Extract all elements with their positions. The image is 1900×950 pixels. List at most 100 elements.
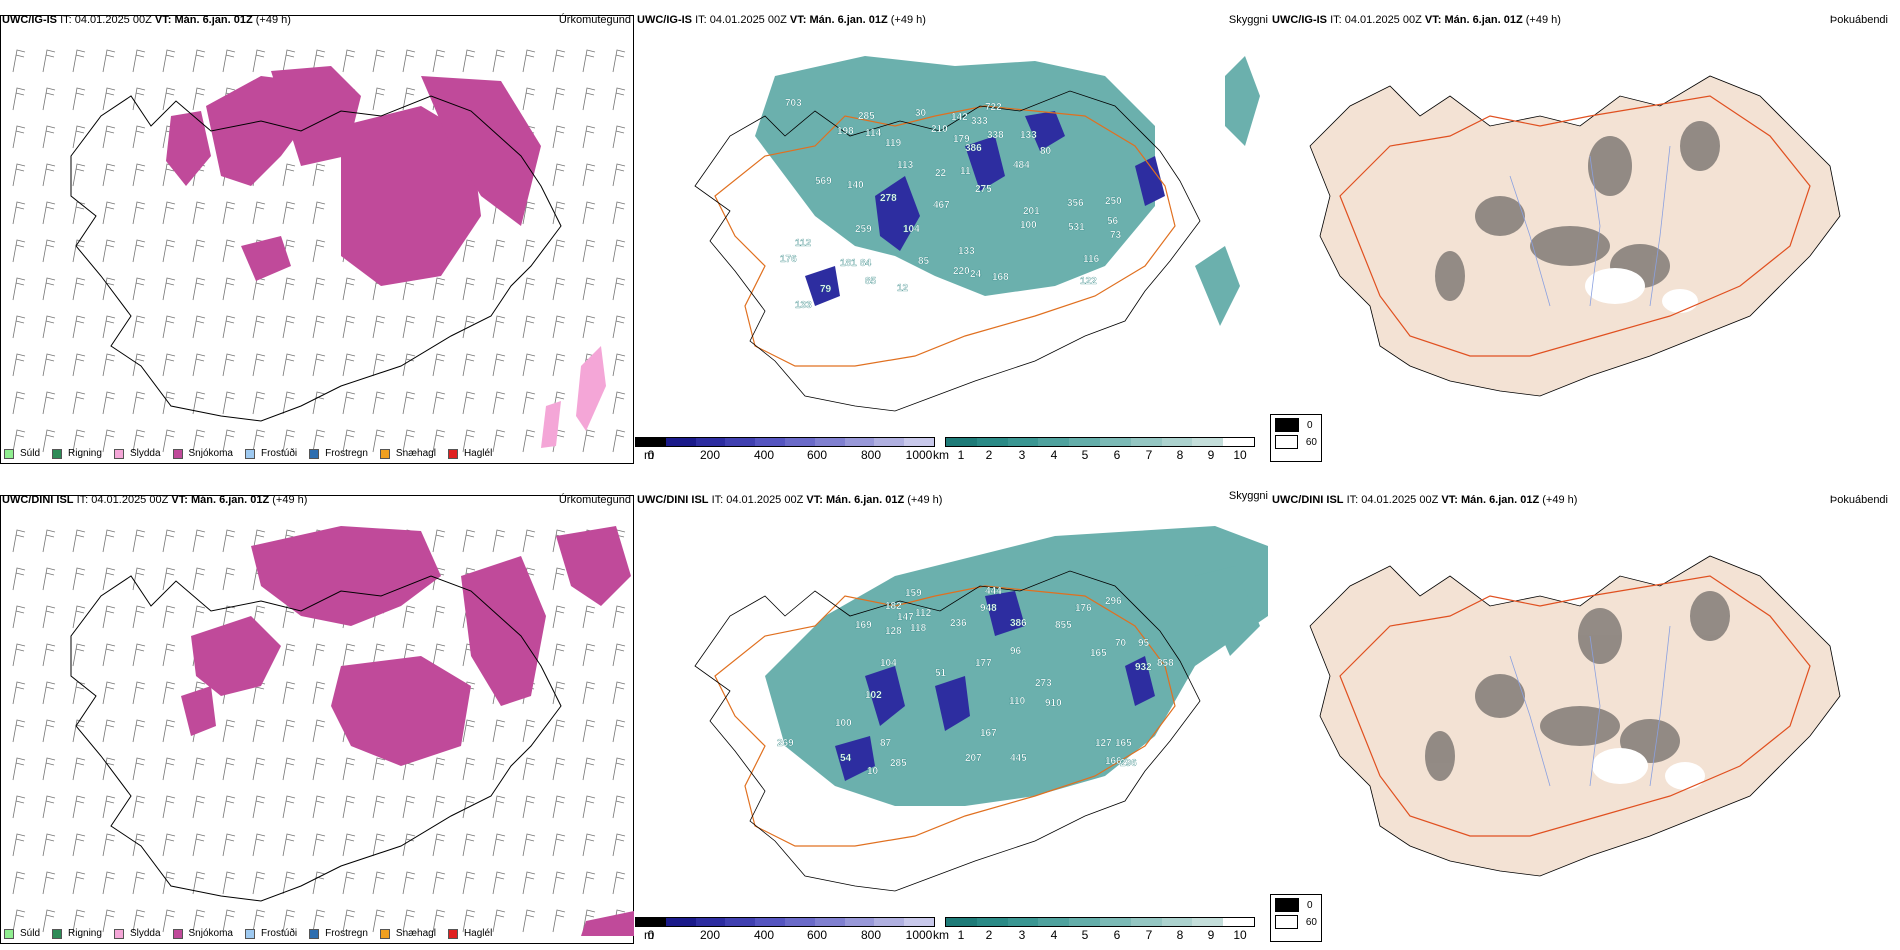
visibility-value-label: 84 bbox=[860, 258, 872, 269]
wind-barb bbox=[282, 353, 296, 377]
wind-barb bbox=[132, 795, 146, 819]
fog-clear-areas bbox=[1592, 748, 1705, 790]
wind-barb bbox=[312, 315, 326, 339]
wind-barb bbox=[402, 795, 416, 819]
visibility-value-label: 703 bbox=[785, 98, 802, 109]
legend-swatch bbox=[113, 448, 124, 459]
wind-barb bbox=[132, 757, 146, 781]
vt-label: VT: bbox=[1441, 494, 1458, 506]
wind-barb bbox=[582, 239, 596, 263]
visibility-value-label: 114 bbox=[865, 128, 882, 139]
visibility-value-label: 386 bbox=[965, 143, 982, 154]
wind-barb bbox=[192, 315, 206, 339]
wind-barb bbox=[312, 757, 326, 781]
wind-barb bbox=[522, 757, 536, 781]
legend-label: Rigning bbox=[68, 448, 102, 459]
wind-barb bbox=[72, 871, 86, 895]
visibility-value-label: 142 bbox=[951, 112, 968, 123]
visibility-value-label: 87 bbox=[880, 738, 892, 749]
wind-barb bbox=[432, 529, 446, 553]
sleet-edge bbox=[541, 346, 606, 448]
wind-barb bbox=[462, 529, 476, 553]
panel-title: Skyggni bbox=[1228, 14, 1268, 26]
wind-barb bbox=[72, 163, 86, 187]
legend-item: Súld bbox=[4, 928, 40, 939]
wind-barb bbox=[102, 163, 116, 187]
fog-panel-row1: UWC/IG-IS IT: 04.01.2025 00Z VT: Mán. 6.… bbox=[1270, 10, 1900, 465]
wind-barb bbox=[12, 567, 26, 591]
iceland-coast bbox=[70, 575, 562, 902]
visibility-tick: 6 bbox=[1113, 448, 1121, 462]
visibility-value-label: 333 bbox=[971, 116, 988, 127]
visibility-value-label: 165 bbox=[1090, 648, 1107, 659]
fog-legend-label: 0 bbox=[1307, 899, 1313, 911]
visibility-value-label: 80 bbox=[1040, 146, 1052, 157]
wind-barb bbox=[582, 757, 596, 781]
visibility-value-label: 159 bbox=[905, 588, 922, 599]
wind-barb bbox=[252, 757, 266, 781]
visibility-colorbar-bar bbox=[945, 917, 1255, 927]
wind-barb bbox=[462, 429, 476, 453]
iceland-coast bbox=[70, 95, 562, 422]
legend-swatch bbox=[379, 928, 390, 939]
map-frame bbox=[0, 15, 634, 464]
wind-barb bbox=[552, 567, 566, 591]
roads bbox=[714, 105, 1176, 367]
wind-barb bbox=[432, 643, 446, 667]
wind-barb bbox=[432, 353, 446, 377]
visibility-value-label: 531 bbox=[1068, 222, 1085, 233]
wind-barb bbox=[522, 429, 536, 453]
wind-barb bbox=[372, 391, 386, 415]
height-tick: 0 bbox=[647, 448, 655, 462]
visibility-value-label: 10 bbox=[867, 766, 879, 777]
wind-barb bbox=[132, 909, 146, 933]
legend-item: Rigning bbox=[52, 928, 102, 939]
height-colorbar-bar bbox=[635, 917, 935, 927]
map-frame bbox=[0, 495, 634, 944]
precip-map bbox=[12, 49, 626, 453]
legend-label: Frostúði bbox=[260, 448, 298, 459]
visibility-colorbar-bar bbox=[945, 437, 1255, 447]
wind-barb bbox=[72, 239, 86, 263]
wind-barb bbox=[552, 49, 566, 73]
wind-barb bbox=[72, 125, 86, 149]
wind-barb bbox=[372, 315, 386, 339]
wind-barb bbox=[42, 681, 56, 705]
fog-legend-label: 60 bbox=[1305, 916, 1317, 928]
wind-barb bbox=[612, 201, 626, 225]
legend-label: Haglél bbox=[463, 448, 493, 459]
wind-barb bbox=[132, 49, 146, 73]
lead-time: (+49 h) bbox=[1525, 14, 1561, 26]
wind-barb bbox=[222, 757, 236, 781]
visibility-value-label: 100 bbox=[1020, 220, 1037, 231]
wind-barb bbox=[12, 163, 26, 187]
visibility-value-label: 356 bbox=[1067, 198, 1084, 209]
wind-barb bbox=[192, 429, 206, 453]
it-value: 04.01.2025 00Z bbox=[1344, 14, 1422, 26]
wind-barb bbox=[522, 529, 536, 553]
wind-barb bbox=[552, 277, 566, 301]
wind-barb bbox=[222, 353, 236, 377]
height-unit: m bbox=[644, 448, 654, 462]
visibility-value-label: 169 bbox=[855, 620, 872, 631]
wind-barb bbox=[102, 643, 116, 667]
wind-barb bbox=[582, 605, 596, 629]
wind-barb bbox=[282, 201, 296, 225]
wind-barb bbox=[402, 353, 416, 377]
wind-barb bbox=[612, 681, 626, 705]
wind-barb bbox=[372, 643, 386, 667]
wind-barb bbox=[102, 429, 116, 453]
wind-barb bbox=[162, 201, 176, 225]
visibility-tick: 1 bbox=[957, 928, 965, 942]
wind-barb bbox=[162, 87, 176, 111]
legend-item: Súld bbox=[4, 448, 40, 459]
it-label: IT: bbox=[76, 494, 89, 506]
visibility-value-label: 858 bbox=[1157, 658, 1174, 669]
wind-barb bbox=[222, 315, 236, 339]
visibility-value-label: 275 bbox=[975, 184, 992, 195]
wind-barb bbox=[462, 49, 476, 73]
height-tick: 600 bbox=[806, 928, 828, 942]
wind-barb bbox=[132, 125, 146, 149]
wind-barb bbox=[102, 125, 116, 149]
